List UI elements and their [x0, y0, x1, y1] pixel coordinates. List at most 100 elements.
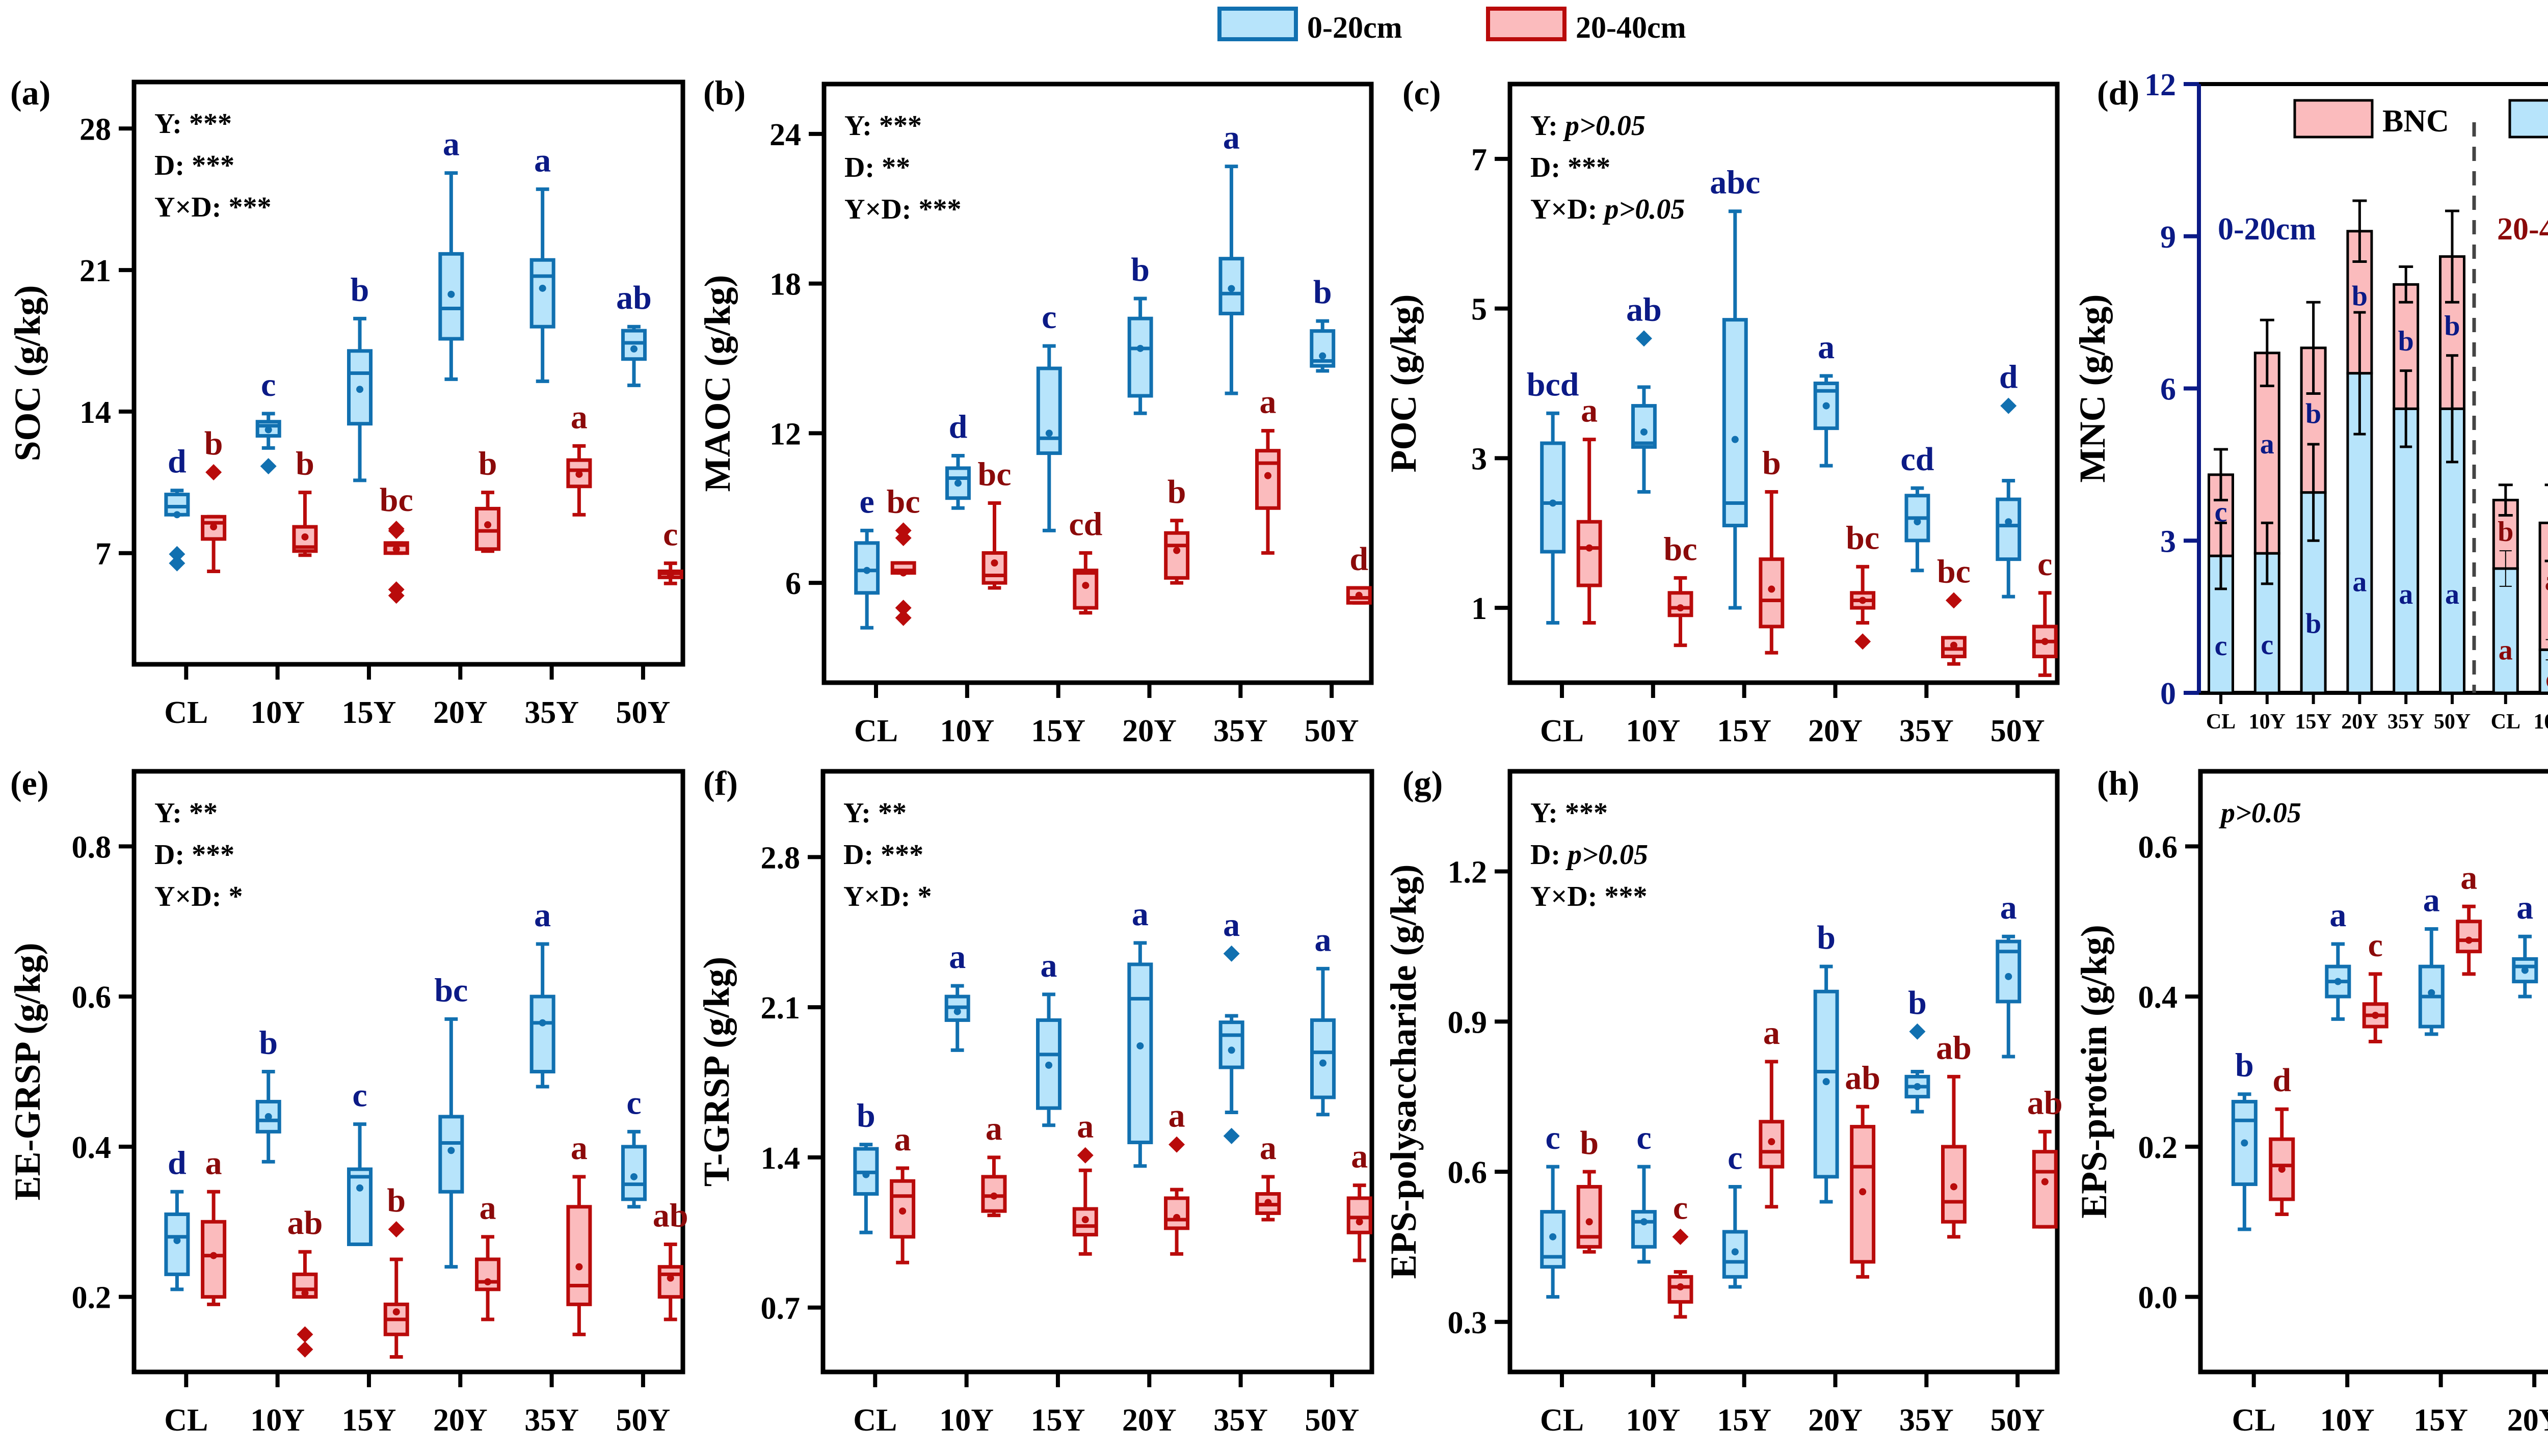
box-0-20cm-15Y: a: [2418, 881, 2445, 1036]
bar-0-20cm-10Y: c a 10Y: [2249, 318, 2286, 734]
box-0-20cm-10Y: ab: [1626, 291, 1662, 494]
box-0-20cm-10Y: c: [1631, 1119, 1657, 1264]
mean-point: [899, 1207, 907, 1215]
x-tick-label: 35Y: [1899, 1403, 1954, 1438]
y-tick-label-left: 0: [2160, 677, 2176, 711]
significance-letter-bnc: b: [2498, 516, 2513, 548]
panel-label: (a): [10, 73, 50, 112]
box-20-40cm-CL: b: [1576, 1124, 1602, 1254]
box-20-40cm-20Y: a: [1164, 1097, 1190, 1256]
box-0-20cm-10Y: b: [255, 1024, 281, 1164]
panel-label: (e): [10, 764, 48, 802]
stats-term: Y:: [843, 797, 878, 829]
stats-term: D:: [154, 150, 192, 181]
significance-letter: c: [663, 516, 678, 553]
mean-point: [1822, 1078, 1830, 1086]
significance-letter: cd: [1069, 505, 1102, 543]
box-0-20cm-35Y: a: [529, 142, 555, 383]
significance-letter: a: [534, 897, 551, 934]
x-tick-label: 50Y: [2434, 710, 2471, 734]
panel-label: (h): [2097, 764, 2139, 802]
box-0-20cm-20Y: a: [1127, 896, 1153, 1168]
y-tick-label: 21: [79, 254, 111, 288]
mean-point: [1319, 352, 1326, 360]
x-tick-label: 35Y: [524, 695, 579, 730]
box-iqr: [1759, 1120, 1785, 1169]
box-0-20cm-10Y: c: [255, 366, 281, 475]
mean-point: [1640, 1218, 1648, 1226]
significance-letter: a: [1259, 384, 1276, 421]
significance-letter-fnc: a: [2499, 635, 2513, 666]
significance-letter: d: [168, 1144, 187, 1181]
mean-point: [1264, 472, 1271, 479]
box-0-20cm-20Y: a: [438, 126, 464, 381]
x-tick-label: 10Y: [250, 1403, 305, 1438]
mean-point: [1822, 402, 1830, 410]
stats-significance: ***: [228, 192, 271, 223]
box-20-40cm-20Y: ab: [1845, 1059, 1880, 1279]
box-20-40cm-10Y: bc: [1663, 530, 1697, 648]
outlier-point: [1223, 1127, 1240, 1144]
bar-segment-fnc: [2393, 407, 2420, 694]
outlier-point: [895, 600, 912, 616]
panel-label: (f): [703, 764, 738, 802]
significance-letter: b: [479, 445, 497, 482]
significance-letter: a: [1223, 906, 1240, 943]
significance-letter: c: [1673, 1190, 1688, 1227]
box-20-40cm-CL: b: [201, 425, 227, 573]
significance-letter: e: [859, 483, 874, 520]
stats-annotation: Y: ***: [844, 110, 922, 142]
significance-letter: d: [1999, 359, 2018, 396]
mean-point: [2241, 1139, 2248, 1147]
stats-annotation: D: p>0.05: [1530, 839, 1648, 871]
x-tick-label: 20Y: [433, 695, 488, 730]
significance-letter: b: [351, 271, 369, 308]
bar-segment-fnc: [2538, 648, 2548, 694]
significance-letter: c: [261, 366, 276, 403]
stats-term: D:: [844, 152, 882, 183]
y-tick-label: 14: [79, 395, 111, 430]
box-20-40cm-50Y: a: [1346, 1138, 1372, 1262]
y-tick-label: 12: [769, 417, 801, 451]
box-iqr: [2512, 957, 2538, 984]
outlier-point: [388, 521, 405, 537]
bar-0-20cm-50Y: a b 50Y: [2434, 209, 2471, 734]
box-0-20cm-CL: bcd: [1527, 366, 1579, 625]
panel-g: (g) EPS-polysaccharide (g/kg) 0.3 0.6 0.9 1.2…: [1383, 764, 2063, 1438]
box-0-20cm-15Y: abc: [1710, 164, 1760, 610]
section-label-0-20cm: 0-20cm: [2218, 212, 2316, 247]
significance-letter-bnc: b: [2444, 310, 2460, 342]
box-0-20cm-35Y: a: [529, 897, 555, 1089]
significance-letter: c: [1545, 1119, 1560, 1156]
stats-term: Y×D:: [1530, 881, 1604, 912]
x-tick-label: 15Y: [342, 1403, 396, 1438]
bar-20-40cm-CL: a b CL: [2491, 483, 2520, 734]
mean-point: [1731, 1248, 1739, 1256]
significance-letter: b: [1313, 274, 1332, 311]
mean-point: [264, 426, 272, 434]
mean-point: [392, 1308, 400, 1316]
box-0-20cm-50Y: a: [1996, 889, 2022, 1059]
x-tick-label: 15Y: [1031, 1403, 1085, 1438]
mean-point: [1950, 1183, 1957, 1191]
box-20-40cm-10Y: bc: [977, 456, 1011, 590]
box-20-40cm-10Y: ab: [287, 1204, 323, 1358]
x-tick-label: CL: [2232, 1403, 2276, 1438]
mean-point: [1228, 285, 1235, 292]
box-20-40cm-50Y: ab: [2027, 1084, 2063, 1229]
box-iqr: [475, 506, 501, 551]
stats-significance: *: [917, 881, 932, 912]
box-20-40cm-15Y: bc: [380, 481, 413, 604]
stats-annotation: Y×D: ***: [1530, 881, 1647, 912]
outlier-point: [1169, 1136, 1185, 1153]
outlier-point: [1635, 330, 1652, 347]
outlier-point: [1672, 1228, 1689, 1245]
mean-point: [484, 1278, 492, 1286]
mean-point: [630, 1173, 638, 1180]
x-tick-label: CL: [2206, 710, 2236, 734]
outlier-point: [388, 1221, 405, 1237]
x-tick-label: 20Y: [2341, 710, 2378, 734]
mean-point: [1677, 604, 1684, 612]
y-tick-label: 1: [1471, 591, 1487, 626]
box-iqr: [438, 1115, 464, 1194]
